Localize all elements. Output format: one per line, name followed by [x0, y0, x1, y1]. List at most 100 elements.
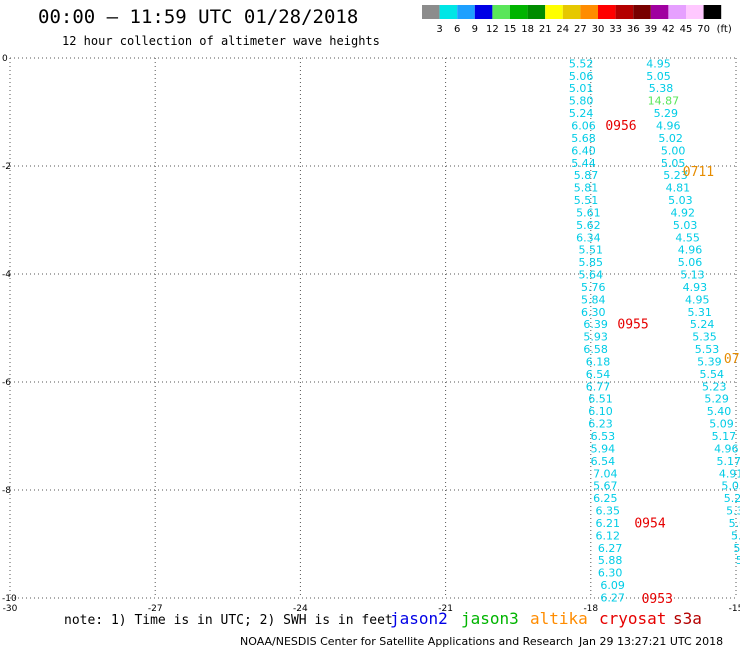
scale-tick-label: 21: [539, 24, 552, 35]
wave-height-label: 5.52: [569, 57, 594, 70]
wave-height-label: 5.54: [700, 368, 725, 381]
pass-time-label: 0953: [642, 592, 673, 607]
wave-height-label: 14.87: [648, 95, 680, 108]
scale-tick-label: 15: [504, 24, 517, 35]
wave-height-label: 5.03: [721, 480, 740, 493]
wave-height-label: 6.51: [588, 393, 613, 406]
x-tick-label: -18: [583, 604, 598, 614]
scale-swatch: [492, 5, 510, 19]
footer-credit: NOAA/NESDIS Center for Satellite Applica…: [240, 635, 574, 648]
wave-height-label: 5.51: [574, 194, 599, 207]
pass-time-label: 0956: [605, 119, 636, 134]
wave-height-label: 5.05: [646, 70, 671, 83]
wave-height-label: 5.94: [591, 442, 616, 455]
wave-height-label: 6.27: [598, 542, 623, 555]
scale-swatch: [598, 5, 616, 19]
pass-time-label: 0710: [724, 352, 740, 367]
wave-height-label: 5.85: [579, 256, 604, 269]
wave-height-label: 5.84: [581, 293, 606, 306]
wave-height-label: 5.17: [716, 455, 740, 468]
wave-height-label: 6.27: [600, 591, 625, 604]
wave-height-label: 5.02: [729, 517, 740, 530]
scale-tick-label: 3: [436, 24, 442, 35]
legend-jason2: jason2: [390, 609, 448, 628]
chart-subtitle: 12 hour collection of altimeter wave hei…: [62, 34, 380, 48]
x-tick-label: -30: [3, 604, 18, 614]
wave-height-label: 5.40: [707, 405, 732, 418]
legend-s3a: s3a: [673, 609, 702, 628]
wave-height-label: 5.31: [687, 306, 712, 319]
pass-time-label: 0711: [683, 165, 714, 180]
wave-height-label: 6.53: [591, 430, 616, 443]
y-tick-label: -2: [2, 162, 11, 172]
scale-swatch: [650, 5, 669, 19]
wave-height-label: 6.58: [583, 343, 608, 356]
wave-height-label: 6.40: [571, 144, 596, 157]
wave-height-label: 6.34: [576, 231, 601, 244]
wave-height-label: 4.95: [646, 57, 671, 70]
wave-height-label: 5.23: [702, 380, 727, 393]
wave-height-label: 5.81: [574, 182, 599, 195]
wave-height-label: 5.68: [571, 132, 596, 145]
footer-timestamp: Jan 29 13:27:21 UTC 2018: [579, 635, 724, 648]
wave-height-label: 6.77: [586, 380, 611, 393]
y-tick-label: -4: [2, 270, 11, 280]
wave-height-label: 4.93: [683, 281, 708, 294]
wave-height-label: 5.93: [583, 331, 608, 344]
scale-swatch: [686, 5, 704, 19]
scale-swatch: [615, 5, 634, 19]
wave-height-label: 6.54: [586, 368, 611, 381]
scale-swatch: [527, 5, 546, 19]
wave-height-label: 5.38: [649, 82, 674, 95]
wave-height-label: 7.04: [593, 467, 618, 480]
chart-title: 00:00 – 11:59 UTC 01/28/2018: [38, 6, 359, 28]
scale-swatch: [703, 5, 722, 19]
wave-height-label: 5.88: [598, 554, 623, 567]
pass-time-label: 0955: [617, 318, 648, 333]
scale-tick-label: 27: [574, 24, 587, 35]
wave-height-label: 4.96: [714, 442, 739, 455]
x-tick-label: -15: [729, 604, 740, 614]
scale-tick-label: 6: [454, 24, 460, 35]
scale-swatch: [580, 5, 598, 19]
wave-height-label: 4.96: [678, 244, 703, 257]
scale-tick-label: 30: [592, 24, 605, 35]
x-tick-label: -21: [438, 604, 453, 614]
scale-tick-label: 9: [472, 24, 478, 35]
scale-swatch: [545, 5, 563, 19]
scale-tick-label: 12: [486, 24, 499, 35]
y-tick-label: -10: [2, 594, 17, 604]
scale-tick-label: 18: [521, 24, 534, 35]
scale-swatch: [668, 5, 686, 19]
wave-height-label: 5.13: [680, 269, 705, 282]
wave-height-label: 6.39: [583, 318, 608, 331]
scale-swatch: [439, 5, 458, 19]
wave-height-label: 5.29: [654, 107, 679, 120]
legend-cryosat: cryosat: [599, 609, 667, 628]
scale-swatch: [457, 5, 475, 19]
wave-height-label: 5.00: [661, 144, 686, 157]
wave-height-label: 5.44: [571, 157, 596, 170]
wave-height-label: 5.87: [574, 169, 599, 182]
x-tick-label: -24: [293, 604, 308, 614]
wave-height-label: 5.51: [579, 244, 604, 257]
wave-height-label: 5.09: [709, 418, 734, 431]
wave-height-label: 6.12: [595, 529, 620, 542]
wave-height-label: 5.53: [695, 343, 720, 356]
wave-height-label: 6.18: [586, 355, 611, 368]
wave-height-label: 5.62: [576, 219, 601, 232]
legend-altika: altika: [530, 609, 588, 628]
wave-height-label: 6.25: [593, 492, 618, 505]
wave-height-label: 5.80: [569, 95, 594, 108]
wave-height-label: 5.05: [661, 157, 686, 170]
wave-height-label: 5.64: [579, 269, 604, 282]
color-scale-legend: 3 6 9 12 15 18 21 24 27 30 33 36 39 42 45 70 (ft): [422, 5, 732, 35]
scale-tick-label: 33: [609, 24, 622, 35]
scale-unit-label: (ft): [717, 24, 732, 35]
wave-height-label: 5.76: [736, 554, 740, 567]
wave-height-label: 5.24: [690, 318, 715, 331]
wave-height-label: 4.95: [685, 293, 710, 306]
wave-height-label: 5.06: [678, 256, 703, 269]
wave-height-label: 6.21: [595, 517, 620, 530]
